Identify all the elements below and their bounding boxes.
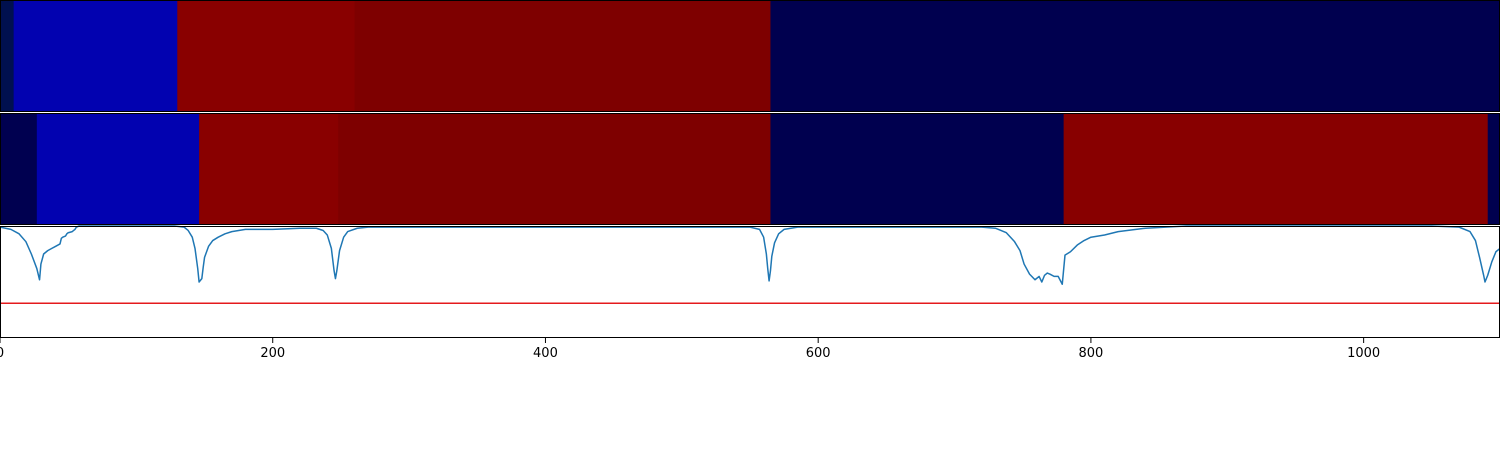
series-line-0 [0,225,1500,285]
heatmap-cell-1-2 [177,0,356,112]
heatmap-cell-1-3 [354,0,771,112]
line-plot-background [0,226,1500,338]
heatmap-cell-1-0 [0,0,15,112]
line-series-layer [0,225,1500,305]
x-tick-label: 200 [260,346,285,361]
heatmap-cell-2-4 [770,113,1065,225]
x-tick-label: 1000 [1347,346,1380,361]
x-tick-label: 600 [806,346,831,361]
x-tick-label: 800 [1078,346,1103,361]
heatmap-cell-1-1 [13,0,178,112]
heatmap-cell-2-2 [199,113,339,225]
x-tick-label: 400 [533,346,558,361]
heatmap-cell-1-4 [770,0,1500,112]
x-axis: 0 200 400 600 800 1000 [0,338,1380,361]
heatmap-cell-2-3 [338,113,771,225]
middle-heatmap-strip [0,113,1500,225]
bottom-line-panel [0,225,1500,338]
heatmap-cell-2-6 [1487,113,1500,225]
x-tick-label: 0 [0,346,4,361]
heatmap-cell-2-1 [36,113,200,225]
top-heatmap-strip [0,0,1500,112]
heatmap-cell-2-0 [0,113,38,225]
heatmap-cell-2-5 [1063,113,1489,225]
